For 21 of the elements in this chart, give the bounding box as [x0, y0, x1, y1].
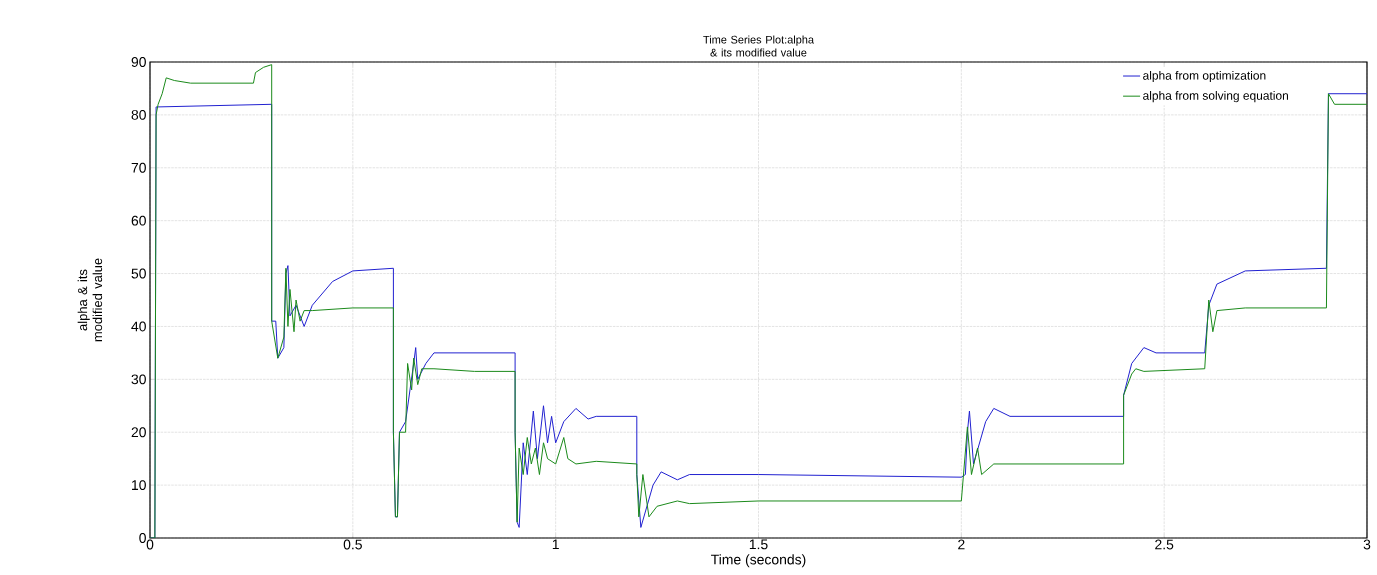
x-tick-label: 1 [552, 539, 559, 550]
y-tick-label: 10 [132, 480, 146, 491]
y-tick-label: 60 [131, 215, 146, 226]
y-tick-label: 80 [131, 109, 146, 120]
y-tick-label: 40 [131, 321, 146, 332]
y-tick-label: 30 [131, 374, 146, 385]
x-tick-label: 3 [1363, 539, 1371, 550]
y-tick-label: 20 [131, 427, 146, 438]
y-axis-title: alpha & its modified value [77, 258, 103, 342]
chart-title: Time Series Plot:alpha & its modified value [703, 35, 814, 57]
y-tick-label: 50 [131, 268, 146, 279]
x-tick-label: 0 [146, 539, 154, 550]
y-tick-label: 70 [131, 162, 146, 173]
legend-label: alpha from solving equation [1143, 91, 1288, 103]
x-tick-label: 2.5 [1155, 539, 1174, 550]
y-tick-label: 90 [131, 57, 146, 67]
x-axis-title: Time (seconds) [711, 554, 806, 568]
legend-label: alpha from optimization [1143, 70, 1266, 83]
x-tick-label: 0.5 [343, 539, 362, 550]
x-tick-label: 1.5 [749, 539, 768, 550]
x-tick-label: 2 [958, 539, 965, 550]
